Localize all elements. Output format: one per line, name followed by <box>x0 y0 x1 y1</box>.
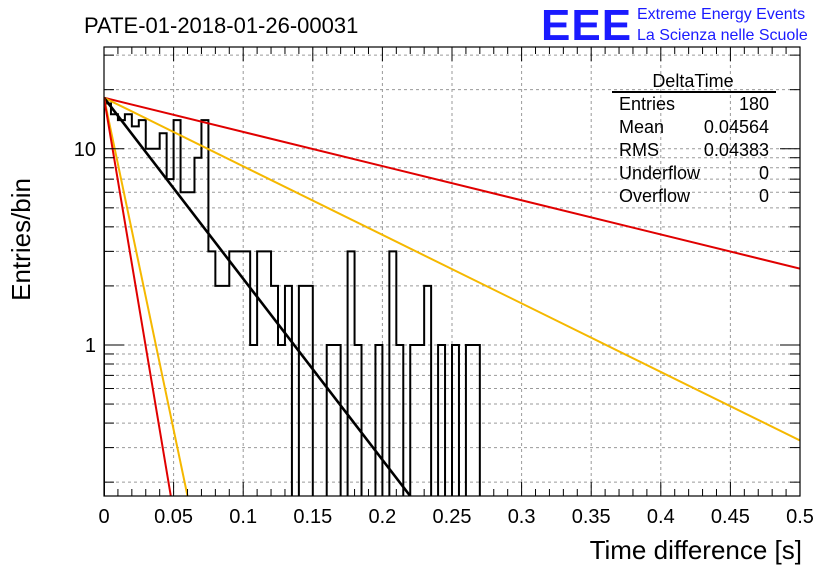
histogram-bin <box>132 126 139 501</box>
eee-logo-mark: EEE <box>541 1 632 50</box>
histogram-bin <box>299 286 306 501</box>
fit-line-4 <box>104 97 189 496</box>
y-axis-label: Entries/bin <box>6 178 36 301</box>
histogram-bin <box>243 251 250 501</box>
histogram-bin <box>285 286 292 501</box>
histogram-bin <box>201 120 208 501</box>
histogram-bin <box>188 192 195 501</box>
x-tick-label: 0.15 <box>293 506 332 528</box>
histogram-bin <box>389 251 396 501</box>
histogram-bin <box>125 114 132 501</box>
chart-title: PATE-01-2018-01-26-00031 <box>84 13 358 38</box>
stats-label: RMS <box>619 140 659 160</box>
stats-label: Mean <box>619 117 664 137</box>
histogram-bin <box>167 179 174 501</box>
stats-label: Underflow <box>619 163 701 183</box>
fit-line-3 <box>104 96 412 496</box>
fit-line-2 <box>104 96 800 442</box>
plot-area <box>104 96 800 501</box>
x-axis-label: Time difference [s] <box>590 535 802 565</box>
histogram-bin <box>104 104 111 501</box>
eee-logo: EEE Extreme Energy Events La Scienza nel… <box>541 1 808 50</box>
histogram-bin <box>229 251 236 501</box>
histogram-bin <box>306 286 313 501</box>
histogram-bin <box>215 286 222 501</box>
stats-value: 0.04383 <box>704 140 769 160</box>
x-tick-label: 0.35 <box>572 506 611 528</box>
eee-logo-line2: La Scienza nelle Scuole <box>637 27 808 44</box>
x-tick-labels: 0 0.05 0.1 0.15 0.2 0.25 0.3 0.35 0.4 0.45 0.5 <box>98 506 813 528</box>
y-tick-label: 1 <box>85 335 96 357</box>
x-tick-label: 0.45 <box>711 506 750 528</box>
y-tick-labels: 1 10 <box>74 139 96 357</box>
y-tick-label: 10 <box>74 139 96 161</box>
histogram-bin <box>208 251 215 501</box>
stats-value: 0 <box>759 186 769 206</box>
stats-title: DeltaTime <box>652 71 733 91</box>
x-tick-label: 0.2 <box>368 506 396 528</box>
fit-line-1 <box>104 96 800 270</box>
stats-box: DeltaTime Entries 180 Mean 0.04564 RMS 0.0438… <box>612 71 776 206</box>
x-tick-label: 0.25 <box>433 506 472 528</box>
histogram-bin <box>264 251 271 501</box>
eee-logo-line1: Extreme Energy Events <box>637 6 805 23</box>
stats-value: 0.04564 <box>704 117 769 137</box>
histogram-bin <box>153 149 160 501</box>
stats-value: 0 <box>759 163 769 183</box>
histogram-bin <box>348 251 355 501</box>
histogram-bin <box>181 192 188 501</box>
x-tick-label: 0.1 <box>229 506 257 528</box>
histogram-outline <box>104 102 481 496</box>
x-tick-label: 0.5 <box>786 506 814 528</box>
histogram-bin <box>194 158 201 501</box>
x-tick-label: 0.05 <box>154 506 193 528</box>
stats-label: Overflow <box>619 186 691 206</box>
stats-rows: Entries 180 Mean 0.04564 RMS 0.04383Underflow… <box>619 94 769 206</box>
histogram-bin <box>222 286 229 501</box>
histogram-bin <box>424 286 431 501</box>
x-tick-label: 0.4 <box>647 506 675 528</box>
stats-label: Entries <box>619 94 675 114</box>
fit-line-5 <box>104 97 172 496</box>
x-tick-label: 0 <box>98 506 109 528</box>
histogram-bin <box>236 251 243 501</box>
x-tick-label: 0.3 <box>508 506 536 528</box>
histogram-bin <box>257 251 264 501</box>
axis-ticks <box>103 47 801 496</box>
stats-value: 180 <box>739 94 769 114</box>
